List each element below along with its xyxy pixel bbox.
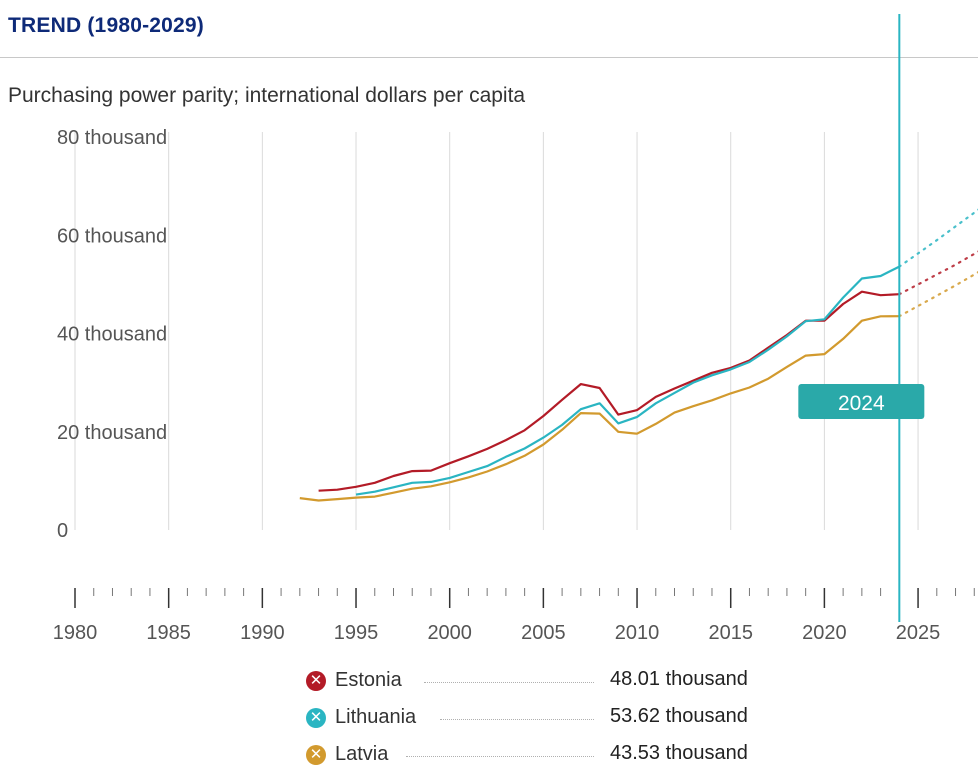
chart-legend: ✕ Estonia 48.01 thousand ✕ Lithuania 53.… <box>306 664 776 775</box>
x-tick-label: 2015 <box>708 622 753 644</box>
series-projection-latvia <box>898 271 978 318</box>
y-tick-label: 0 <box>57 520 68 542</box>
series-projection-estonia <box>898 250 978 296</box>
series-line-latvia <box>299 315 900 502</box>
legend-label: Latvia <box>335 743 389 765</box>
header-divider <box>0 57 978 58</box>
chart-subtitle: Purchasing power parity; international d… <box>8 84 526 107</box>
x-tick-label: 2010 <box>615 622 660 644</box>
legend-label: Lithuania <box>335 706 417 728</box>
trend-chart: 0 20 thousand 40 thousand 60 thousand 80 tho… <box>53 14 978 644</box>
legend-value: 43.53 thousand <box>610 742 748 764</box>
close-circle-icon[interactable]: ✕ <box>306 745 326 765</box>
x-tick-label: 2000 <box>427 622 472 644</box>
highlight-year-label: 2024 <box>838 392 885 415</box>
x-tick-label: 2025 <box>896 622 941 644</box>
x-tick-label: 2020 <box>802 622 847 644</box>
x-tick-label: 1985 <box>146 622 191 644</box>
legend-label: Estonia <box>335 669 402 691</box>
close-circle-icon[interactable]: ✕ <box>306 671 326 691</box>
x-tick-label: 1990 <box>240 622 285 644</box>
y-tick-label: 20 thousand <box>57 422 167 444</box>
x-tick-label: 2005 <box>521 622 566 644</box>
legend-item-lithuania[interactable]: ✕ Lithuania 53.62 thousand <box>306 701 776 738</box>
y-tick-label: 60 thousand <box>57 225 167 247</box>
close-circle-icon[interactable]: ✕ <box>306 708 326 728</box>
series-projection-lithuania <box>898 208 978 268</box>
y-tick-label: 80 thousand <box>57 127 167 149</box>
x-tick-label: 1995 <box>334 622 379 644</box>
legend-item-latvia[interactable]: ✕ Latvia 43.53 thousand <box>306 738 776 775</box>
page-title: TREND (1980-2029) <box>8 14 204 37</box>
x-tick-label: 1980 <box>53 622 98 644</box>
series-line-lithuania <box>355 265 900 496</box>
legend-value: 53.62 thousand <box>610 705 748 727</box>
legend-value: 48.01 thousand <box>610 668 748 690</box>
legend-leader-line <box>424 682 594 683</box>
legend-item-estonia[interactable]: ✕ Estonia 48.01 thousand <box>306 664 776 701</box>
highlight-year-badge <box>798 384 925 419</box>
y-tick-label: 40 thousand <box>57 324 167 346</box>
legend-leader-line <box>406 756 594 757</box>
legend-leader-line <box>440 719 594 720</box>
